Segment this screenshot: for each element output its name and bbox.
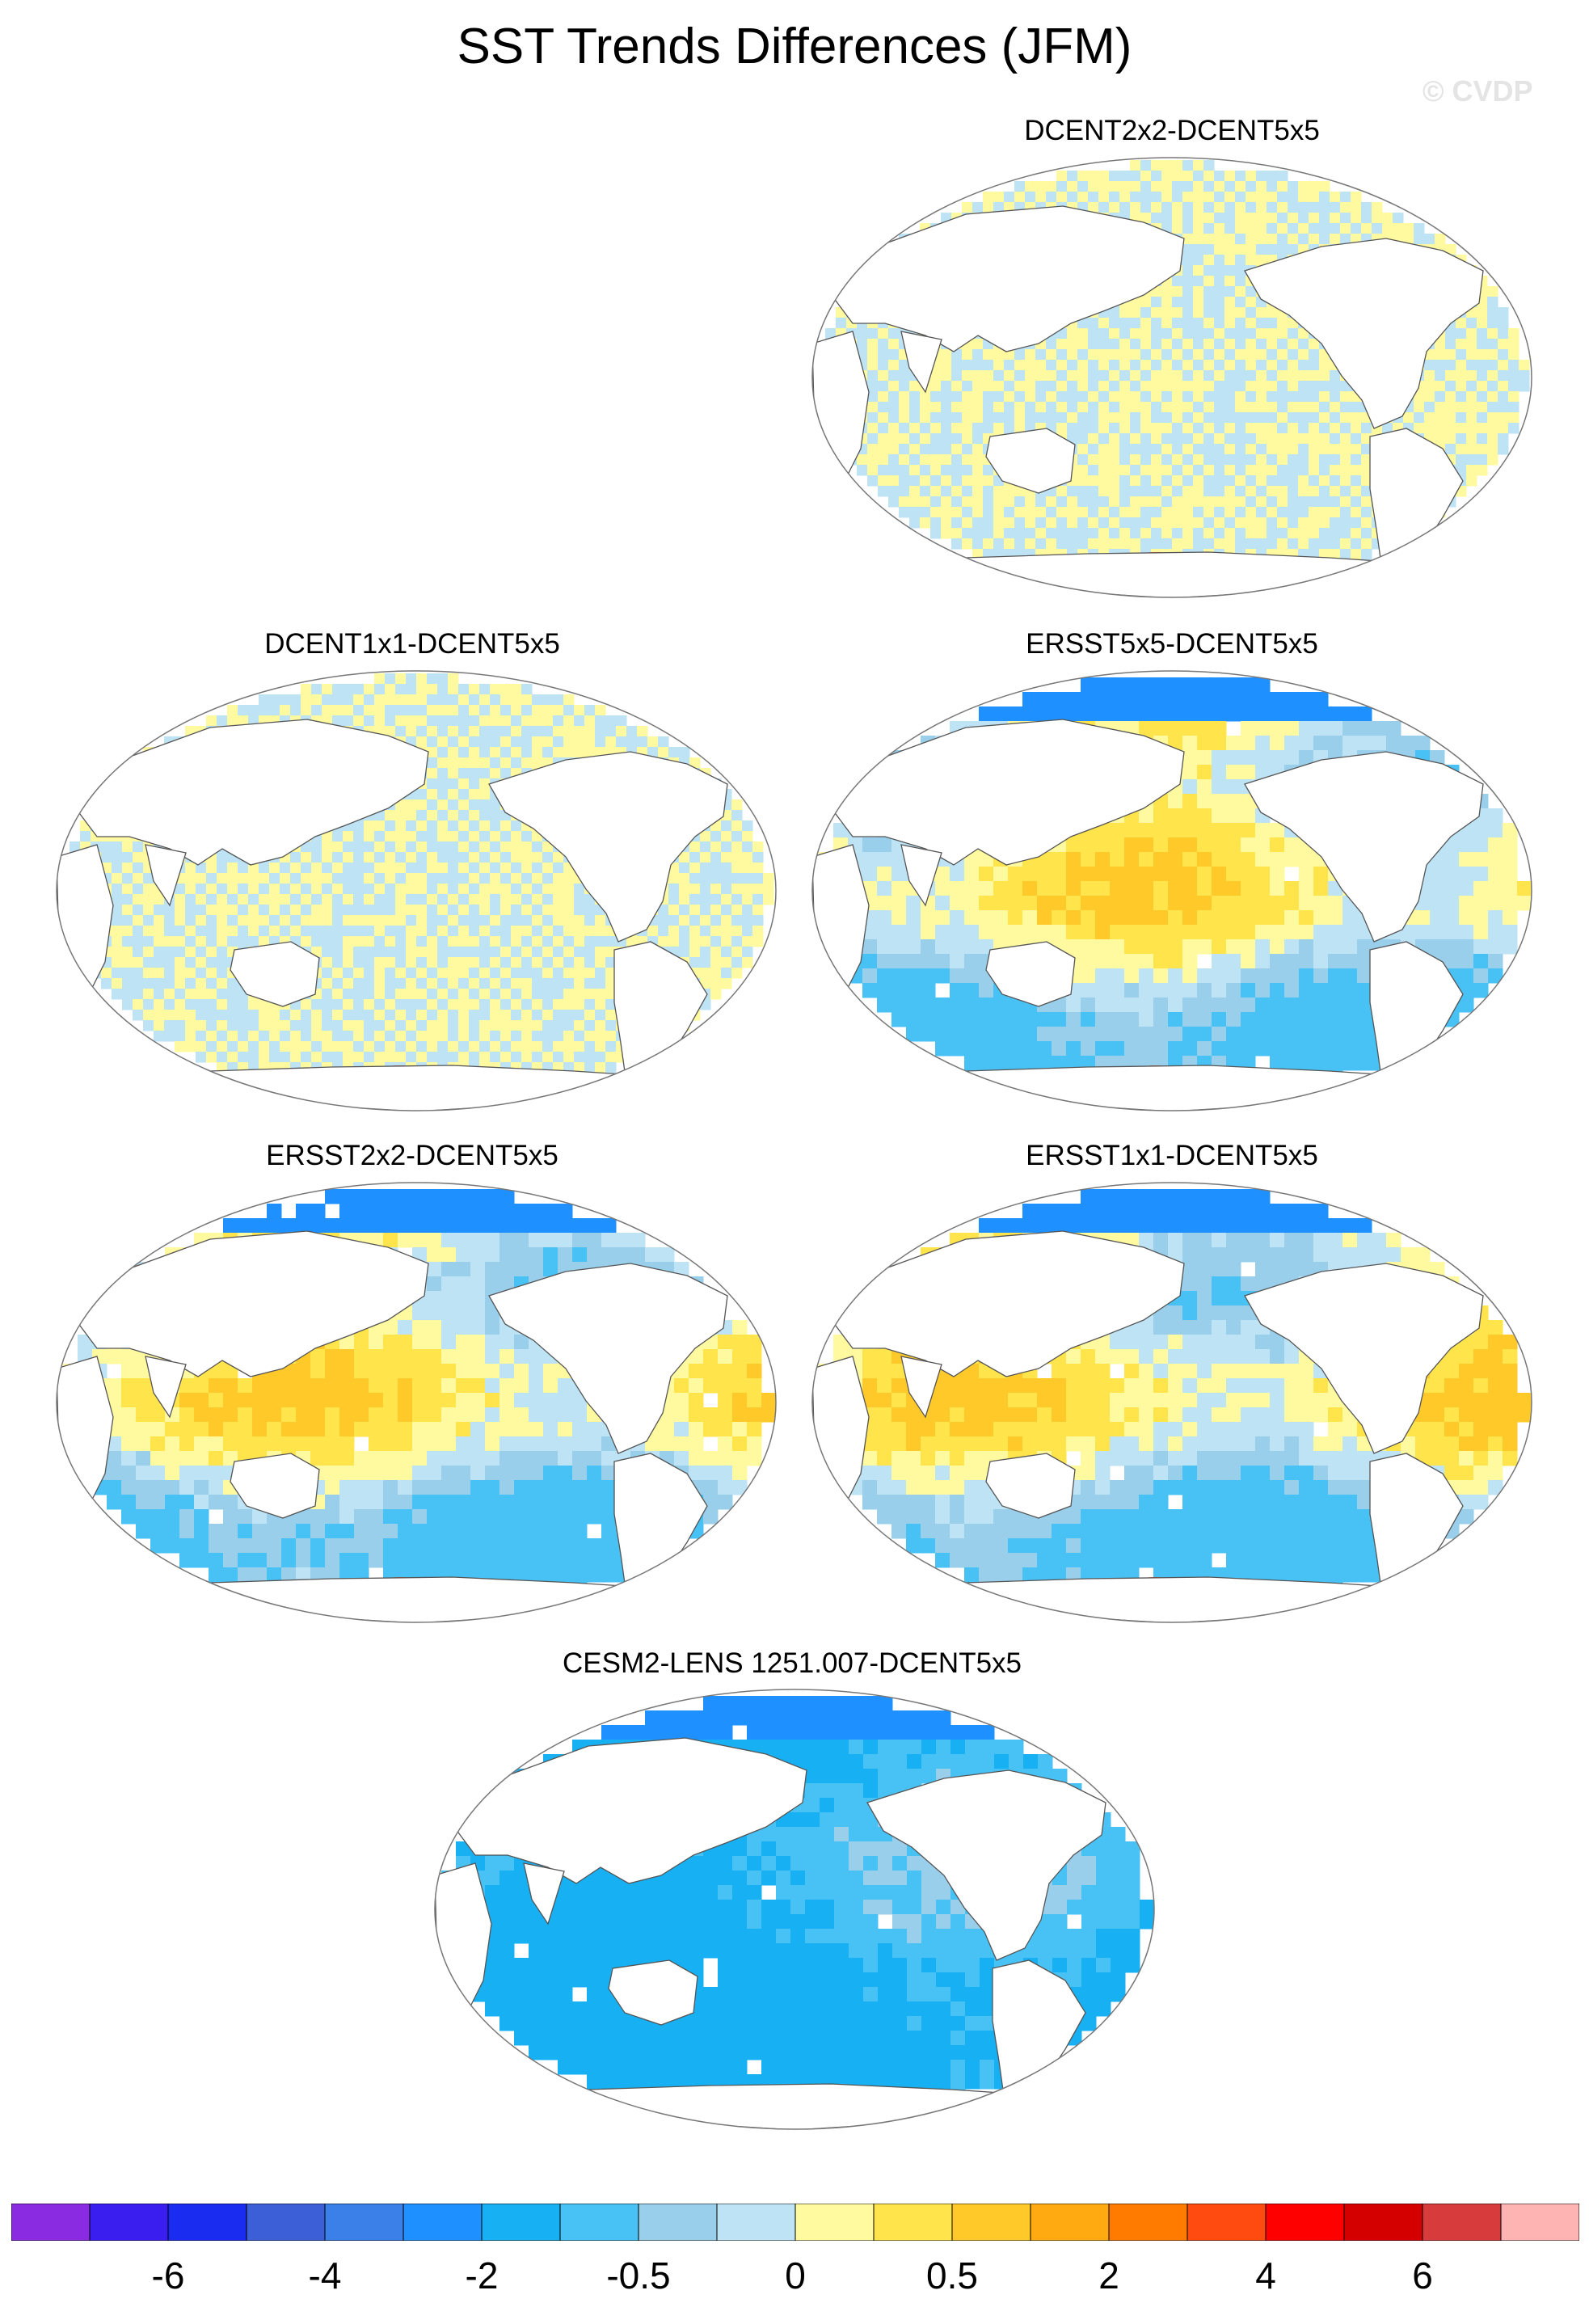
landmass [985,1453,1076,1519]
panel-title-dcent1x1: DCENT1x1-DCENT5x5 [264,628,560,660]
landmass [828,719,1185,866]
panel-title-dcent2x2: DCENT2x2-DCENT5x5 [1024,115,1320,146]
landmass [828,1230,1185,1377]
colorbar-swatch [1186,2204,1267,2241]
landmass [523,1862,565,1925]
landmass [842,1065,1500,1111]
landmass [1244,751,1484,943]
colorbar-swatch [1500,2204,1579,2241]
colorbar-tick-label: 2 [1098,2254,1119,2297]
landmass [72,1230,429,1377]
colorbar-swatch [246,2204,326,2241]
sst-field [57,1189,776,1622]
landmass [985,941,1076,1007]
landmass [1101,1729,1154,1803]
landmass [465,2083,1123,2129]
colorbar-swatch [559,2204,639,2241]
map-border [56,1182,777,1623]
colorbar-tick-label: 6 [1412,2254,1433,2297]
panel-title-ersst1x1: ERSST1x1-DCENT5x5 [1026,1140,1318,1171]
map-border [811,157,1532,598]
landmass [900,844,942,907]
colorbar-swatch [1422,2204,1502,2241]
colorbar-swatch [1343,2204,1423,2241]
colorbar-swatch [1265,2204,1345,2241]
landmass [723,1222,776,1297]
landmass [1244,238,1484,429]
sst-field [812,677,1532,1111]
landmass [230,1453,320,1519]
landmass [842,551,1500,597]
colorbar-swatch [11,2204,91,2241]
landmass [86,1576,744,1622]
colorbar-tick-label: -0.5 [606,2254,671,2297]
colorbar-swatch [951,2204,1031,2241]
colorbar-swatch [873,2204,953,2241]
colorbar-swatch [89,2204,169,2241]
landmass [723,711,776,785]
landmass [488,751,728,943]
colorbar-swatch [403,2204,483,2241]
colorbar-tick-label: 4 [1255,2254,1276,2297]
landmass [86,1065,744,1111]
map-panel-ersst5x5 [811,670,1532,1111]
sst-field [57,673,776,1111]
map-panel-dcent1x1 [56,670,777,1111]
panel-title-cesm2: CESM2-LENS 1251.007-DCENT5x5 [562,1647,1022,1679]
colorbar-swatch [638,2204,718,2241]
landmass [608,1959,698,2026]
landmass [900,1356,942,1419]
colorbar-swatch [1030,2204,1110,2241]
landmass [450,1737,807,1884]
landmass [488,1263,728,1454]
landmass [900,331,942,394]
figure-title: SST Trends Differences (JFM) [457,19,1132,74]
landmass [985,428,1076,494]
sst-field [812,160,1532,597]
landmass [1478,1222,1532,1297]
colorbar-tick-label: -2 [465,2254,499,2297]
colorbar-swatch [1108,2204,1188,2241]
panel-title-ersst2x2: ERSST2x2-DCENT5x5 [266,1140,558,1171]
landmass [145,1356,187,1419]
colorbar-tick-label: 0 [785,2254,806,2297]
map-border [434,1689,1155,2130]
colorbar [11,2204,1579,2241]
map-panel-cesm2 [434,1689,1155,2130]
map-panel-ersst2x2 [56,1182,777,1623]
landmass [842,1576,1500,1622]
map-panel-ersst1x1 [811,1182,1532,1623]
sst-field [435,1696,1154,2129]
colorbar-swatch [716,2204,796,2241]
map-border [811,1182,1532,1623]
credit-watermark: © CVDP [1423,74,1533,108]
landmass [1244,1263,1484,1454]
colorbar-swatch [324,2204,404,2241]
landmass [72,719,429,866]
landmass [230,941,320,1007]
colorbar-swatch [794,2204,875,2241]
map-border [811,670,1532,1111]
landmass [1478,711,1532,785]
map-border [56,670,777,1111]
panel-title-ersst5x5: ERSST5x5-DCENT5x5 [1026,628,1318,660]
landmass [866,1769,1106,1961]
landmass [828,205,1185,352]
map-panel-dcent2x2 [811,157,1532,598]
colorbar-tick-label: 0.5 [926,2254,978,2297]
colorbar-tick-label: -4 [308,2254,342,2297]
landmass [145,844,187,907]
colorbar-swatch [167,2204,247,2241]
landmass [1478,197,1532,272]
colorbar-tick-label: -6 [151,2254,185,2297]
colorbar-swatch [481,2204,561,2241]
